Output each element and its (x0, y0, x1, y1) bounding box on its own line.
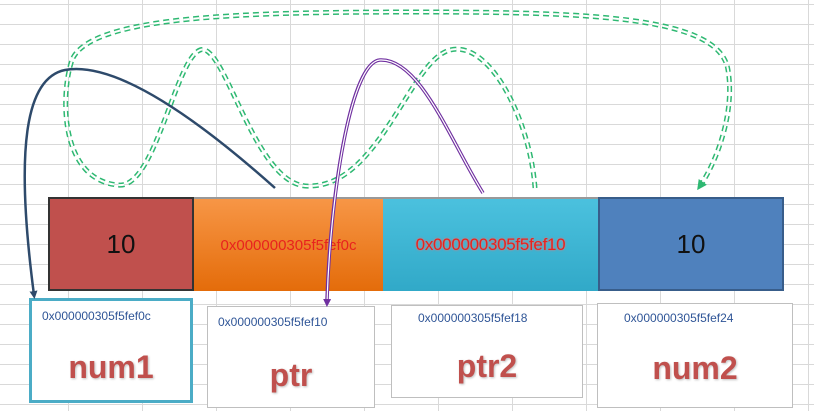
num2-card: 0x000000305f5fef24 num2 (597, 303, 793, 408)
copy-arrow (63, 9, 733, 191)
num1-value-cell: 10 (48, 197, 194, 291)
num2-value-cell: 10 (598, 197, 784, 291)
ptr-value-cell: 0x000000305f5fef0c (194, 197, 383, 291)
num1-label: num1 (68, 349, 154, 385)
num2-address: 0x000000305f5fef24 (624, 311, 734, 325)
ptr-to-num1-arrow (23, 67, 276, 299)
ptr2-card: 0x000000305f5fef18 ptr2 (391, 305, 583, 398)
num2-label: num2 (652, 350, 738, 386)
num1-card: 0x000000305f5fef0c num1 (29, 298, 193, 403)
ptr2-label: ptr2 (456, 348, 518, 384)
num1-address: 0x000000305f5fef0c (42, 309, 151, 323)
ptr2-value: 0x000000305f5fef10 (415, 235, 566, 254)
ptr2-to-ptr-arrow (323, 58, 485, 307)
ptr2-value-cell: 0x000000305f5fef10 (383, 197, 598, 291)
ptr-card: 0x000000305f5fef10 ptr (207, 306, 375, 408)
num2-value: 10 (676, 228, 706, 259)
ptr2-address: 0x000000305f5fef18 (418, 311, 528, 325)
ptr-value: 0x000000305f5fef0c (220, 236, 357, 254)
ptr-label: ptr (269, 357, 313, 393)
ptr-address: 0x000000305f5fef10 (218, 315, 328, 329)
num1-value: 10 (106, 228, 136, 259)
